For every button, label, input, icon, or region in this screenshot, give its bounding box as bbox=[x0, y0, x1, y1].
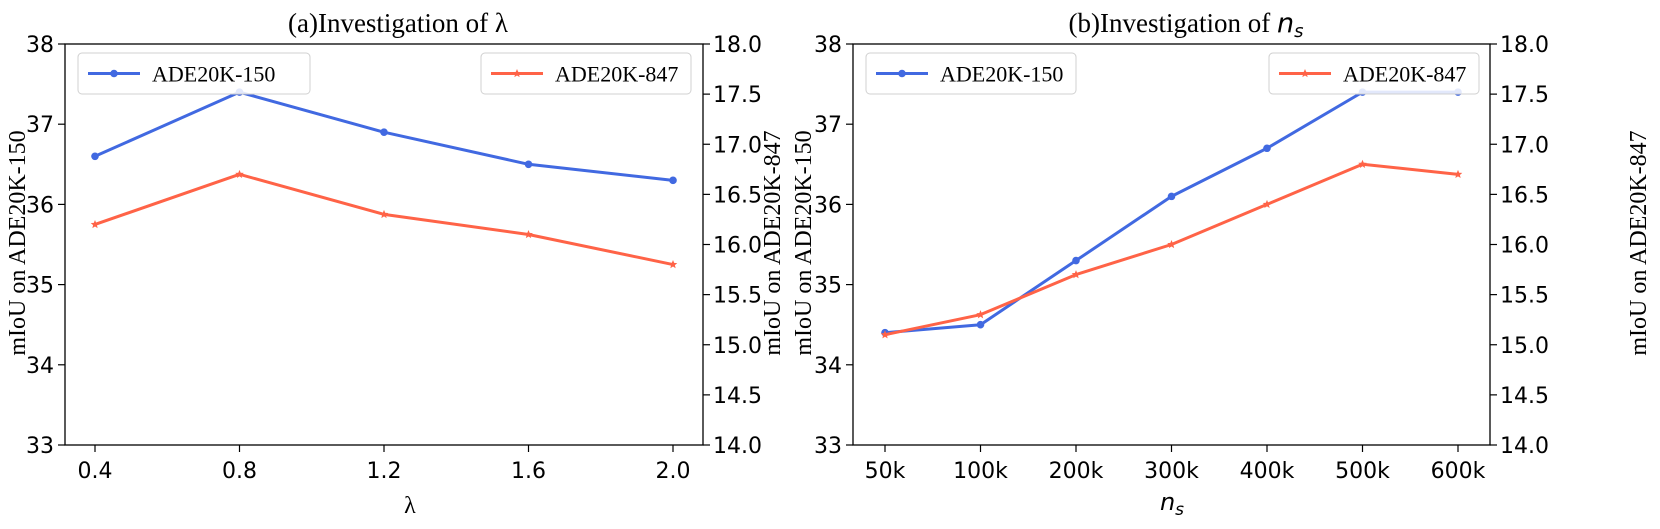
panel-b-left-y-tick-label: 33 bbox=[814, 434, 842, 459]
panel-b-right-y-tick-label: 17.5 bbox=[1500, 83, 1549, 108]
panel-a-legend-marker-ade20k-847 bbox=[512, 69, 522, 78]
panel-b-left-y-tick-label: 37 bbox=[814, 113, 842, 138]
panel-a-left-y-tick-label: 34 bbox=[26, 354, 54, 379]
panel-b-left-y-tick-label: 35 bbox=[814, 274, 842, 299]
panel-b-right-y-axis-label: mIoU on ADE20K-847 bbox=[1626, 130, 1652, 355]
panel-b-title-math: n bbox=[1277, 8, 1294, 39]
panel-b-x-axis-label: ns bbox=[1160, 488, 1184, 520]
panel-b-right-y-tick-label: 14.0 bbox=[1500, 434, 1549, 459]
panel-b-data-point-ade20k-847 bbox=[1071, 270, 1081, 279]
panel-a-x-axis-label: λ bbox=[404, 493, 416, 519]
panel-b-legend-label-ade20k-847: ADE20K-847 bbox=[1343, 62, 1466, 87]
panel-a-title: (a)Investigation of λ bbox=[288, 8, 508, 38]
panel-b-x-tick-label: 50k bbox=[865, 459, 906, 484]
panel-a-right-y-tick-label: 15.0 bbox=[713, 334, 762, 359]
panel-b-title-sub: s bbox=[1294, 21, 1303, 42]
panel-a-legend-box-ade20k-847 bbox=[480, 52, 692, 95]
panel-a-right-y-tick-label: 14.0 bbox=[713, 434, 762, 459]
panel-a-data-point-ade20k-847 bbox=[668, 260, 678, 269]
panel-b-data-point-ade20k-847 bbox=[1453, 169, 1463, 178]
panel-b-x-tick-label: 600k bbox=[1431, 459, 1486, 484]
panel-b-right-y-tick-label: 18.0 bbox=[1500, 33, 1549, 58]
panel-b-right-y-tick-label: 15.5 bbox=[1500, 284, 1549, 309]
panel-b-right-y-tick-label: 15.0 bbox=[1500, 334, 1549, 359]
panel-b-data-point-ade20k-150 bbox=[1072, 256, 1080, 265]
panel-b-data-point-ade20k-150 bbox=[976, 320, 985, 329]
panel-b-right-y-tick-label: 17.0 bbox=[1500, 133, 1549, 158]
panel-a-legend-box-ade20k-150 bbox=[77, 52, 311, 95]
panel-a-data-point-ade20k-847 bbox=[524, 229, 533, 239]
panel-b-data-point-ade20k-847 bbox=[1167, 240, 1176, 249]
panel-b-left-y-axis-label: mIoU on ADE20K-150 bbox=[791, 130, 817, 355]
panel-a-right-y-tick-label: 16.5 bbox=[713, 183, 762, 208]
panel-b-legend-marker-ade20k-847 bbox=[1300, 69, 1310, 78]
panel-a-legend-marker-ade20k-150 bbox=[110, 69, 118, 78]
panel-b-legend-box-ade20k-847 bbox=[1268, 52, 1480, 95]
panel-b-x-tick-label: 100k bbox=[953, 459, 1008, 484]
panel-b-data-point-ade20k-847 bbox=[1358, 159, 1367, 168]
panel-b-left-y-tick-label: 34 bbox=[814, 354, 842, 379]
panel-b-left-y-tick-label: 38 bbox=[814, 33, 842, 58]
panel-a-x-tick-label: 1.6 bbox=[511, 459, 546, 484]
panel-a-legend-label-ade20k-847: ADE20K-847 bbox=[555, 62, 678, 87]
panel-b-right-y-tick-label: 16.0 bbox=[1500, 234, 1549, 259]
panel-b-right-y-tick-label: 14.5 bbox=[1500, 384, 1549, 409]
panel-a-plot-frame bbox=[64, 43, 704, 446]
panel-a-data-point-ade20k-150 bbox=[669, 176, 677, 185]
panel-b-right-y-tick-label: 16.5 bbox=[1500, 183, 1549, 208]
panel-a-left-y-tick-label: 38 bbox=[26, 33, 54, 58]
panel-b-x-axis-label-sub: s bbox=[1175, 500, 1184, 520]
panel-a-data-point-ade20k-150 bbox=[380, 128, 388, 137]
panel-a-right-y-tick-label: 14.5 bbox=[713, 384, 762, 409]
panel-a-left-y-tick-label: 35 bbox=[26, 274, 54, 299]
panel-a-left-y-tick-label: 33 bbox=[26, 434, 54, 459]
panel-b-x-axis-label-math: n bbox=[1160, 488, 1175, 516]
panel-b-legend-label-ade20k-150: ADE20K-150 bbox=[940, 62, 1063, 87]
panel-a-right-y-tick-label: 15.5 bbox=[713, 284, 762, 309]
panel-b-x-tick-label: 300k bbox=[1144, 459, 1199, 484]
panel-b-legend-marker-ade20k-150 bbox=[898, 69, 906, 78]
panel-a-x-tick-label: 0.8 bbox=[222, 459, 257, 484]
panel-a-x-tick-label: 2.0 bbox=[656, 459, 691, 484]
panel-a-right-y-tick-label: 17.5 bbox=[713, 83, 762, 108]
panel-b-data-point-ade20k-847 bbox=[880, 330, 890, 339]
panel-a-left-y-axis-label: mIoU on ADE20K-150 bbox=[5, 130, 31, 355]
panel-a-series-line-ade20k-150 bbox=[94, 90, 674, 182]
panel-a-right-y-tick-label: 17.0 bbox=[713, 133, 762, 158]
panel-a-left-y-tick-label: 36 bbox=[26, 193, 54, 218]
panel-b-left-y-tick-label: 36 bbox=[814, 193, 842, 218]
panel-b-x-tick-label: 200k bbox=[1049, 459, 1104, 484]
panel-a-right-y-tick-label: 16.0 bbox=[713, 234, 762, 259]
panel-a-data-point-ade20k-150 bbox=[524, 160, 533, 169]
panel-b-title: (b)Investigation of ns bbox=[1069, 8, 1304, 42]
panel-b-series-line-ade20k-847 bbox=[884, 162, 1459, 337]
panel-a-data-point-ade20k-847 bbox=[90, 219, 100, 229]
panel-a-x-tick-label: 1.2 bbox=[367, 459, 402, 484]
panel-a-right-y-tick-label: 18.0 bbox=[713, 33, 762, 58]
panel-a-right-y-axis-label: mIoU on ADE20K-847 bbox=[760, 130, 786, 355]
panel-a-chart: (a)Investigation of λ 0.4 0.8 1.2 1.6 2.0 33 3… bbox=[5, 8, 786, 519]
panel-b-data-point-ade20k-150 bbox=[1167, 192, 1176, 201]
panel-a-data-point-ade20k-847 bbox=[235, 169, 244, 178]
panel-a-data-point-ade20k-150 bbox=[91, 152, 99, 161]
panel-b-chart: (b)Investigation of ns 50k 100k 200k 300k 40… bbox=[791, 8, 1652, 520]
panel-a-legend-label-ade20k-150: ADE20K-150 bbox=[152, 62, 275, 87]
panel-b-data-point-ade20k-150 bbox=[1263, 144, 1271, 153]
panel-b-x-tick-label: 500k bbox=[1335, 459, 1390, 484]
panel-b-legend-box-ade20k-150 bbox=[865, 52, 1077, 95]
panel-a-series-line-ade20k-847 bbox=[94, 172, 674, 267]
panel-b-x-tick-label: 400k bbox=[1240, 459, 1295, 484]
panel-b-data-point-ade20k-847 bbox=[976, 310, 985, 319]
panel-b-data-point-ade20k-847 bbox=[1262, 199, 1272, 209]
panel-a-x-tick-label: 0.4 bbox=[78, 459, 113, 484]
panel-b-series-line-ade20k-150 bbox=[884, 90, 1458, 335]
panel-b-title-prefix: (b)Investigation of bbox=[1069, 8, 1277, 38]
panel-a-data-point-ade20k-847 bbox=[379, 209, 389, 219]
panel-a-left-y-tick-label: 37 bbox=[26, 113, 54, 138]
